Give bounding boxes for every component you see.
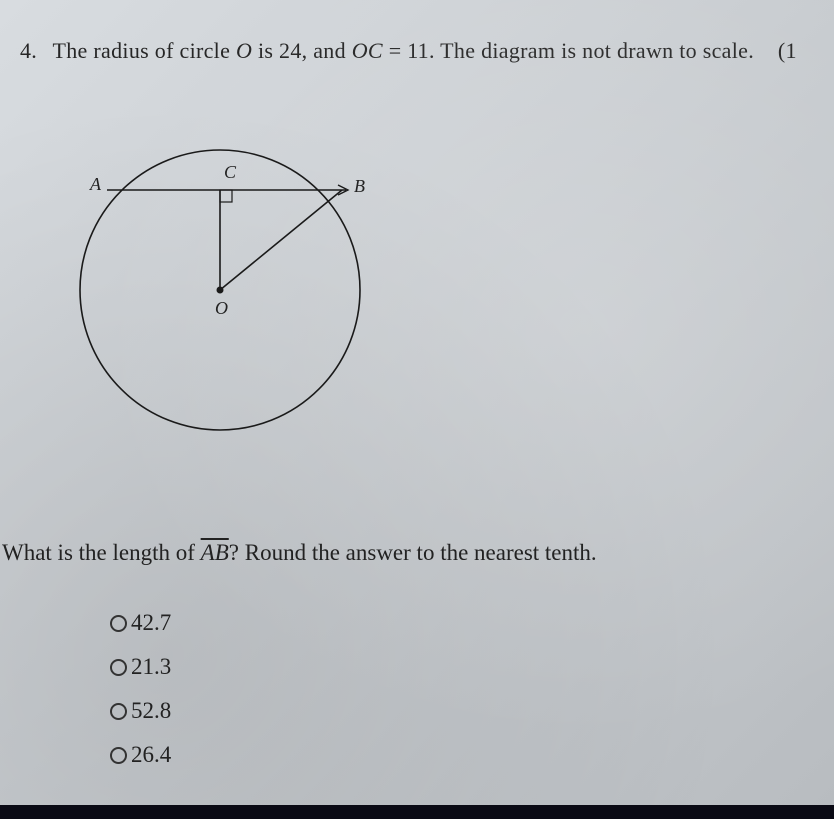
center-dot	[217, 287, 224, 294]
choice-label: 26.4	[131, 742, 171, 768]
diagram-svg: A B C O	[60, 130, 400, 450]
choice-label: 52.8	[131, 698, 171, 724]
question-circle-var: O	[236, 38, 252, 63]
radio-icon[interactable]	[110, 659, 127, 676]
segment-OB	[220, 190, 342, 290]
choice-option[interactable]: 42.7	[110, 610, 171, 636]
question-oc-var: OC	[352, 38, 383, 63]
prompt-suffix: ? Round the answer to the nearest tenth.	[229, 540, 597, 565]
question-number: 4.	[20, 38, 37, 63]
label-O: O	[215, 298, 228, 318]
choice-option[interactable]: 52.8	[110, 698, 171, 724]
radio-icon[interactable]	[110, 747, 127, 764]
question-line: 4. The radius of circle O is 24, and OC …	[20, 38, 834, 64]
question-text-2: is 24, and	[252, 38, 352, 63]
prompt-segment: AB	[201, 540, 229, 565]
prompt-line: What is the length of AB? Round the answ…	[2, 540, 597, 566]
label-C: C	[224, 162, 237, 182]
right-angle-marker	[220, 190, 232, 202]
question-text-3: = 11. The diagram is not drawn to scale.	[383, 38, 754, 63]
choice-option[interactable]: 21.3	[110, 654, 171, 680]
prompt-prefix: What is the length of	[2, 540, 201, 565]
choice-option[interactable]: 26.4	[110, 742, 171, 768]
choice-label: 42.7	[131, 610, 171, 636]
answer-choices: 42.7 21.3 52.8 26.4	[110, 610, 171, 786]
page: 4. The radius of circle O is 24, and OC …	[0, 0, 834, 819]
label-B: B	[354, 176, 365, 196]
radio-icon[interactable]	[110, 615, 127, 632]
choice-label: 21.3	[131, 654, 171, 680]
circle-diagram: A B C O	[60, 130, 400, 450]
taskbar	[0, 805, 834, 819]
label-A: A	[89, 174, 102, 194]
question-tail: (1	[778, 38, 797, 63]
question-text-1: The radius of circle	[53, 38, 236, 63]
radio-icon[interactable]	[110, 703, 127, 720]
